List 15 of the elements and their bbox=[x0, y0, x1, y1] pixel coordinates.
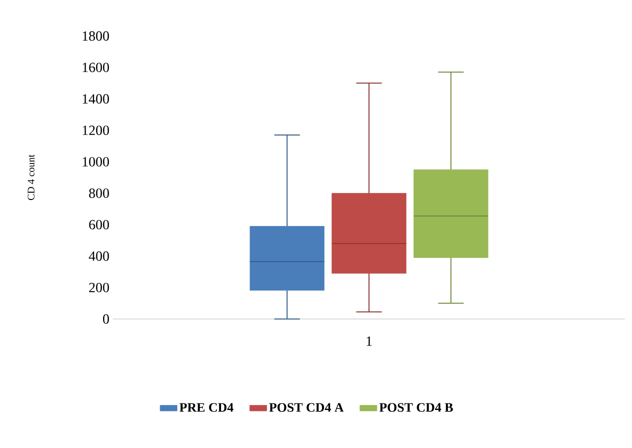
legend-label: POST CD4 B bbox=[379, 403, 453, 412]
y-axis-title: CD 4 count bbox=[28, 154, 34, 200]
legend-label: PRE CD4 bbox=[180, 403, 234, 412]
x-tick-label: 1 bbox=[366, 336, 372, 346]
y-tick-label: 1600 bbox=[82, 62, 109, 72]
y-tick-label: 1800 bbox=[82, 31, 109, 41]
y-tick-label: 1400 bbox=[82, 94, 109, 104]
y-tick-label: 400 bbox=[88, 251, 109, 261]
y-tick-label: 200 bbox=[89, 282, 109, 292]
y-tick-label: 800 bbox=[89, 188, 109, 198]
legend-label: POST CD4 A bbox=[269, 403, 344, 412]
y-tick-label: 0 bbox=[103, 314, 109, 324]
y-tick-label: 1000 bbox=[82, 157, 109, 166]
y-tick-label: 1200 bbox=[82, 126, 109, 136]
y-tick-label: 600 bbox=[89, 220, 109, 230]
